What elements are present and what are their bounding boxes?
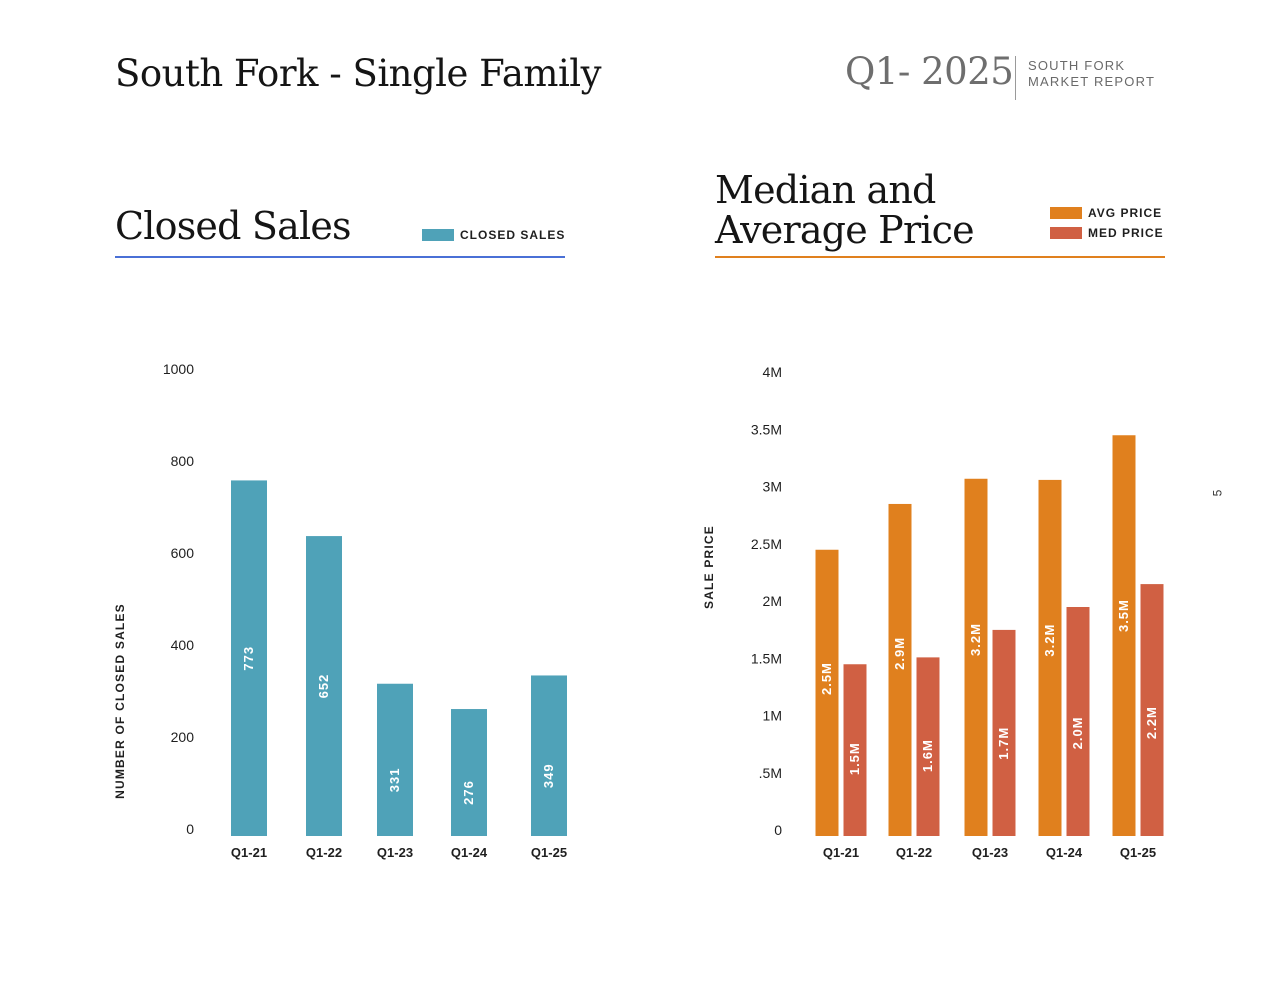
- price-category-label: Q1-23: [972, 845, 1008, 860]
- price-category-label: Q1-22: [896, 845, 932, 860]
- avg-price-bar: [964, 478, 988, 836]
- closed-sales-bar: [377, 683, 413, 836]
- closed-sales-bar: [306, 536, 342, 836]
- closed-sales-bar: [451, 709, 487, 836]
- price-rule: [715, 256, 1165, 258]
- report-name-line2: MARKET REPORT: [1028, 74, 1156, 89]
- price-title-line2: Average Price: [715, 208, 975, 252]
- avg-price-bar-label: 2.5M: [819, 662, 834, 695]
- price-ytick-label: 2.5M: [751, 536, 782, 552]
- price-ytick-label: 1M: [763, 708, 782, 724]
- price-ytick-label: 1.5M: [751, 650, 782, 666]
- closed-sales-swatch: [422, 229, 454, 241]
- closed-sales-ytick-label: 1000: [163, 361, 194, 377]
- closed-sales-y-axis-label: NUMBER OF CLOSED SALES: [113, 603, 127, 799]
- closed-sales-ytick-label: 400: [171, 637, 195, 653]
- closed-sales-rule: [115, 256, 565, 258]
- price-ytick-label: .5M: [759, 765, 782, 781]
- price-category-label: Q1-25: [1120, 845, 1156, 860]
- closed-sales-bar: [531, 675, 567, 836]
- med-price-bar-label: 1.7M: [996, 727, 1011, 760]
- price-title-line1: Median and: [715, 168, 936, 212]
- closed-sales-category-label: Q1-24: [451, 845, 488, 860]
- closed-sales-title: Closed Sales: [115, 204, 352, 248]
- closed-sales-bar-label: 773: [241, 646, 256, 671]
- price-ytick-label: 0: [774, 822, 782, 838]
- med-price-bar: [843, 664, 867, 836]
- closed-sales-ytick-label: 600: [171, 545, 195, 561]
- report-name-line1: SOUTH FORK: [1028, 58, 1126, 73]
- price-ytick-label: 2M: [763, 593, 782, 609]
- med-price-legend: MED PRICE: [1050, 226, 1164, 240]
- price-category-label: Q1-24: [1046, 845, 1083, 860]
- avg-price-bar: [1038, 479, 1062, 836]
- avg-price-bar: [815, 549, 839, 836]
- avg-price-legend: AVG PRICE: [1050, 206, 1162, 220]
- closed-sales-bar-label: 652: [316, 674, 331, 699]
- closed-sales-ytick-label: 0: [186, 821, 194, 837]
- closed-sales-bar-label: 331: [387, 768, 402, 793]
- med-price-bar-label: 2.0M: [1070, 716, 1085, 749]
- avg-price-bar: [1112, 435, 1136, 836]
- avg-price-bar-label: 2.9M: [892, 637, 907, 670]
- price-ytick-label: 4M: [763, 364, 782, 380]
- report-title: South Fork - Single Family: [115, 52, 602, 95]
- med-price-bar-label: 2.2M: [1144, 706, 1159, 739]
- med-price-legend-label: MED PRICE: [1088, 226, 1164, 240]
- closed-sales-category-label: Q1-23: [377, 845, 413, 860]
- price-y-axis-label: SALE PRICE: [702, 525, 716, 609]
- closed-sales-ytick-label: 200: [171, 729, 195, 745]
- avg-price-bar: [888, 503, 912, 836]
- med-price-bar: [992, 629, 1016, 836]
- avg-price-legend-label: AVG PRICE: [1088, 206, 1163, 220]
- med-price-bar: [1066, 607, 1090, 836]
- med-price-bar-label: 1.5M: [847, 742, 862, 775]
- closed-sales-legend-label: CLOSED SALES: [460, 228, 566, 242]
- price-title: Median and Average Price: [715, 168, 975, 252]
- closed-sales-category-label: Q1-22: [306, 845, 342, 860]
- med-price-bar-label: 1.6M: [920, 739, 935, 772]
- avg-price-bar-label: 3.2M: [968, 623, 983, 656]
- header-divider: [1015, 56, 1016, 100]
- price-category-label: Q1-21: [823, 845, 859, 860]
- closed-sales-category-label: Q1-25: [531, 845, 567, 860]
- closed-sales-bar: [231, 480, 267, 836]
- closed-sales-bar-label: 349: [541, 763, 556, 788]
- closed-sales-bar-label: 276: [461, 780, 476, 805]
- med-price-swatch: [1050, 227, 1082, 239]
- price-ytick-label: 3M: [763, 479, 782, 495]
- report-quarter: Q1- 2025: [845, 50, 1014, 93]
- med-price-bar: [916, 657, 940, 836]
- med-price-bar: [1140, 584, 1164, 836]
- report-name: SOUTH FORK MARKET REPORT: [1028, 58, 1155, 90]
- avg-price-swatch: [1050, 207, 1082, 219]
- closed-sales-ytick-label: 800: [171, 453, 195, 469]
- closed-sales-category-label: Q1-21: [231, 845, 267, 860]
- avg-price-bar-label: 3.2M: [1042, 624, 1057, 657]
- closed-sales-legend: CLOSED SALES: [422, 228, 565, 242]
- price-ytick-label: 3.5M: [751, 421, 782, 437]
- avg-price-bar-label: 3.5M: [1116, 599, 1131, 632]
